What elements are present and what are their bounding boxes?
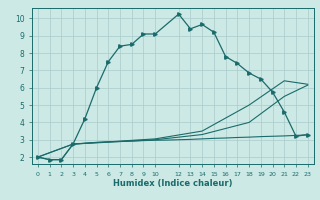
X-axis label: Humidex (Indice chaleur): Humidex (Indice chaleur) bbox=[113, 179, 233, 188]
